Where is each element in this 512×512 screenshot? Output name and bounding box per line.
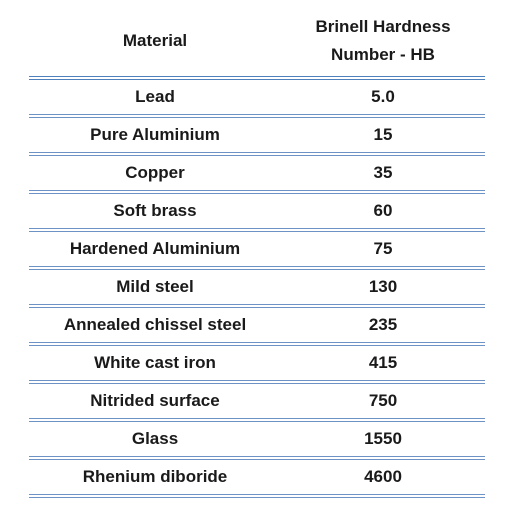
hardness-cell: 35 — [281, 154, 485, 194]
table-row: White cast iron 415 — [29, 344, 485, 384]
table-row: Pure Aluminium 15 — [29, 116, 485, 156]
material-cell: Pure Aluminium — [29, 116, 281, 156]
hardness-table: Material Brinell Hardness Number - HB Le… — [29, 6, 485, 498]
material-cell: Mild steel — [29, 268, 281, 308]
hardness-cell: 750 — [281, 382, 485, 422]
header-row: Material Brinell Hardness Number - HB — [29, 6, 485, 80]
hardness-cell: 130 — [281, 268, 485, 308]
hardness-cell: 235 — [281, 306, 485, 346]
header-hardness-line1: Brinell Hardness — [315, 17, 451, 36]
header-hardness: Brinell Hardness Number - HB — [281, 6, 485, 80]
table-row: Annealed chissel steel 235 — [29, 306, 485, 346]
header-material: Material — [29, 6, 281, 80]
table-row: Lead 5.0 — [29, 78, 485, 118]
hardness-cell: 5.0 — [281, 78, 485, 118]
table-row: Rhenium diboride 4600 — [29, 458, 485, 498]
header-hardness-line2: Number - HB — [331, 45, 435, 64]
table-row: Mild steel 130 — [29, 268, 485, 308]
material-cell: Soft brass — [29, 192, 281, 232]
hardness-cell: 60 — [281, 192, 485, 232]
table-row: Glass 1550 — [29, 420, 485, 460]
hardness-cell: 1550 — [281, 420, 485, 460]
material-cell: Glass — [29, 420, 281, 460]
material-cell: Lead — [29, 78, 281, 118]
hardness-cell: 75 — [281, 230, 485, 270]
hardness-cell: 4600 — [281, 458, 485, 498]
material-cell: Copper — [29, 154, 281, 194]
hardness-cell: 415 — [281, 344, 485, 384]
material-cell: White cast iron — [29, 344, 281, 384]
material-cell: Rhenium diboride — [29, 458, 281, 498]
hardness-table-container: Material Brinell Hardness Number - HB Le… — [29, 6, 485, 498]
table-row: Copper 35 — [29, 154, 485, 194]
material-cell: Nitrided surface — [29, 382, 281, 422]
material-cell: Annealed chissel steel — [29, 306, 281, 346]
hardness-cell: 15 — [281, 116, 485, 156]
table-row: Nitrided surface 750 — [29, 382, 485, 422]
table-row: Soft brass 60 — [29, 192, 485, 232]
table-row: Hardened Aluminium 75 — [29, 230, 485, 270]
material-cell: Hardened Aluminium — [29, 230, 281, 270]
